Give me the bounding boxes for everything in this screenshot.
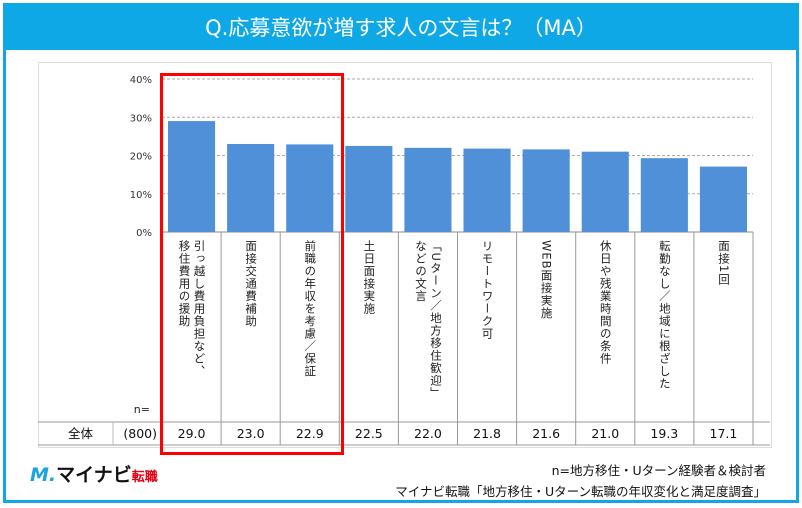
value-label: 21.0 [591,426,619,441]
y-tick-label: 10% [130,190,152,201]
source-note: マイナビ転職「地方移住・Uターン転職の年収変化と満足度調査」 [395,484,766,499]
category-label: WEB面接実施 [539,240,554,320]
bar [227,144,275,232]
bar [581,151,629,232]
n-label: n= [134,403,150,416]
highlight-box [160,73,344,455]
bar [640,158,688,232]
value-label: 29.0 [178,426,206,441]
bar [404,147,452,232]
value-label: 21.8 [473,426,501,441]
value-label: 17.1 [710,426,738,441]
category-label: リモートワーク可 [480,240,495,340]
value-label: 22.9 [296,426,324,441]
chart-area [38,62,772,448]
bar [522,149,570,232]
bar [345,145,393,232]
row-label: 全体 [68,426,94,441]
sample-note: n=地方移住・Uターン経験者＆検討者 [551,463,766,478]
y-tick-label: 20% [130,152,152,163]
category-label: 「Uターン／地方移住歓迎」 などの文言 [413,240,443,400]
bar [699,166,747,232]
y-tick-label: 30% [130,113,152,124]
category-label: 休日や残業時間の条件 [598,240,613,365]
value-label: 23.0 [237,426,265,441]
category-label: 面接交通費補助 [244,240,259,328]
n-value: (800) [123,426,157,441]
frame [3,3,799,503]
chart-title: Q.応募意欲が増す求人の文言は？（MA） [6,6,796,50]
category-label: 転勤なし／地域に根ざした [657,240,672,390]
y-tick-label: 0% [136,228,152,239]
mynavi-logo: M.マイナビ転職 [30,464,158,486]
bar [463,148,511,232]
y-tick-label: 40% [130,75,152,86]
category-label: 前職の年収を考慮／保証 [303,240,318,378]
value-label: 21.6 [532,426,560,441]
bar [286,144,334,232]
category-label: 引っ越し費用負担など、 移住費用の援助 [177,240,207,378]
category-label: 面接1回 [716,240,731,286]
bar [168,121,216,232]
value-label: 19.3 [650,426,678,441]
value-label: 22.5 [355,426,383,441]
category-label: 土日面接実施 [362,240,377,315]
value-label: 22.0 [414,426,442,441]
